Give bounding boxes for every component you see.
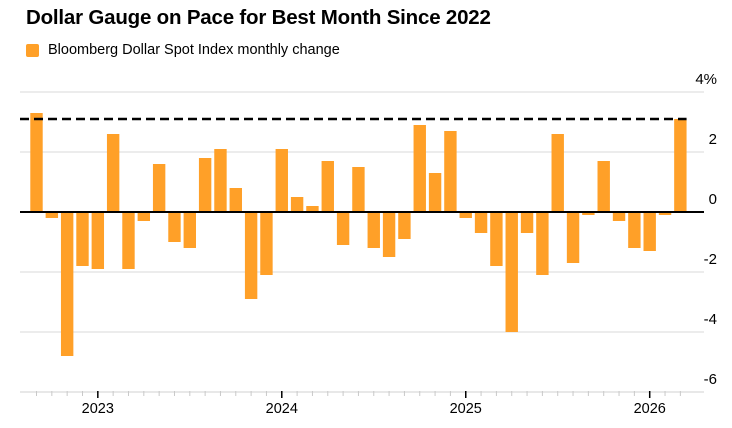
bar (597, 161, 610, 212)
bar (336, 212, 350, 245)
x-axis-year-label: 2023 (82, 401, 114, 417)
x-axis-year-label: 2025 (450, 401, 482, 417)
bar (168, 212, 181, 242)
bar (643, 212, 656, 251)
bar (428, 173, 442, 212)
bar (214, 149, 227, 212)
bar (551, 134, 564, 212)
bar (106, 134, 120, 212)
bar (275, 149, 288, 212)
bar (137, 212, 151, 221)
y-axis-label: -4 (704, 311, 717, 328)
bar (382, 212, 396, 257)
chart-title: Dollar Gauge on Pace for Best Month Sinc… (26, 6, 491, 29)
bar (60, 212, 74, 356)
x-axis-year-label: 2024 (266, 401, 298, 417)
bar (520, 212, 534, 233)
bar (398, 212, 411, 239)
bar (260, 212, 273, 275)
bar (582, 212, 595, 215)
x-axis-year-label: 2026 (634, 401, 666, 417)
bar (444, 131, 457, 212)
bar (566, 212, 580, 263)
bar (91, 212, 105, 269)
bar (505, 212, 518, 332)
bar (229, 188, 242, 212)
bar (198, 158, 212, 212)
bar (290, 197, 304, 212)
y-axis-label: -6 (704, 371, 717, 388)
bar (45, 212, 59, 218)
bar (367, 212, 380, 248)
bar (490, 212, 503, 266)
legend-swatch-icon (26, 43, 39, 57)
bar (674, 119, 687, 212)
bar (459, 212, 472, 218)
bar (413, 125, 426, 212)
bar (30, 113, 43, 212)
bar (474, 212, 488, 233)
bar (628, 212, 641, 248)
bar (152, 164, 166, 212)
bar (183, 212, 196, 248)
y-axis-label: 0 (709, 191, 717, 208)
y-axis-label: 2 (709, 131, 717, 148)
bar (76, 212, 89, 266)
bar (122, 212, 135, 269)
legend: Bloomberg Dollar Spot Index monthly chan… (26, 42, 340, 58)
bar (352, 167, 365, 212)
bar (612, 212, 626, 221)
y-axis-label: 4% (695, 71, 717, 88)
bar (536, 212, 549, 275)
bar (321, 161, 334, 212)
bar (306, 206, 319, 212)
y-axis-label: -2 (704, 251, 717, 268)
legend-label: Bloomberg Dollar Spot Index monthly chan… (48, 42, 340, 58)
bar (658, 212, 672, 215)
bar (244, 212, 258, 299)
